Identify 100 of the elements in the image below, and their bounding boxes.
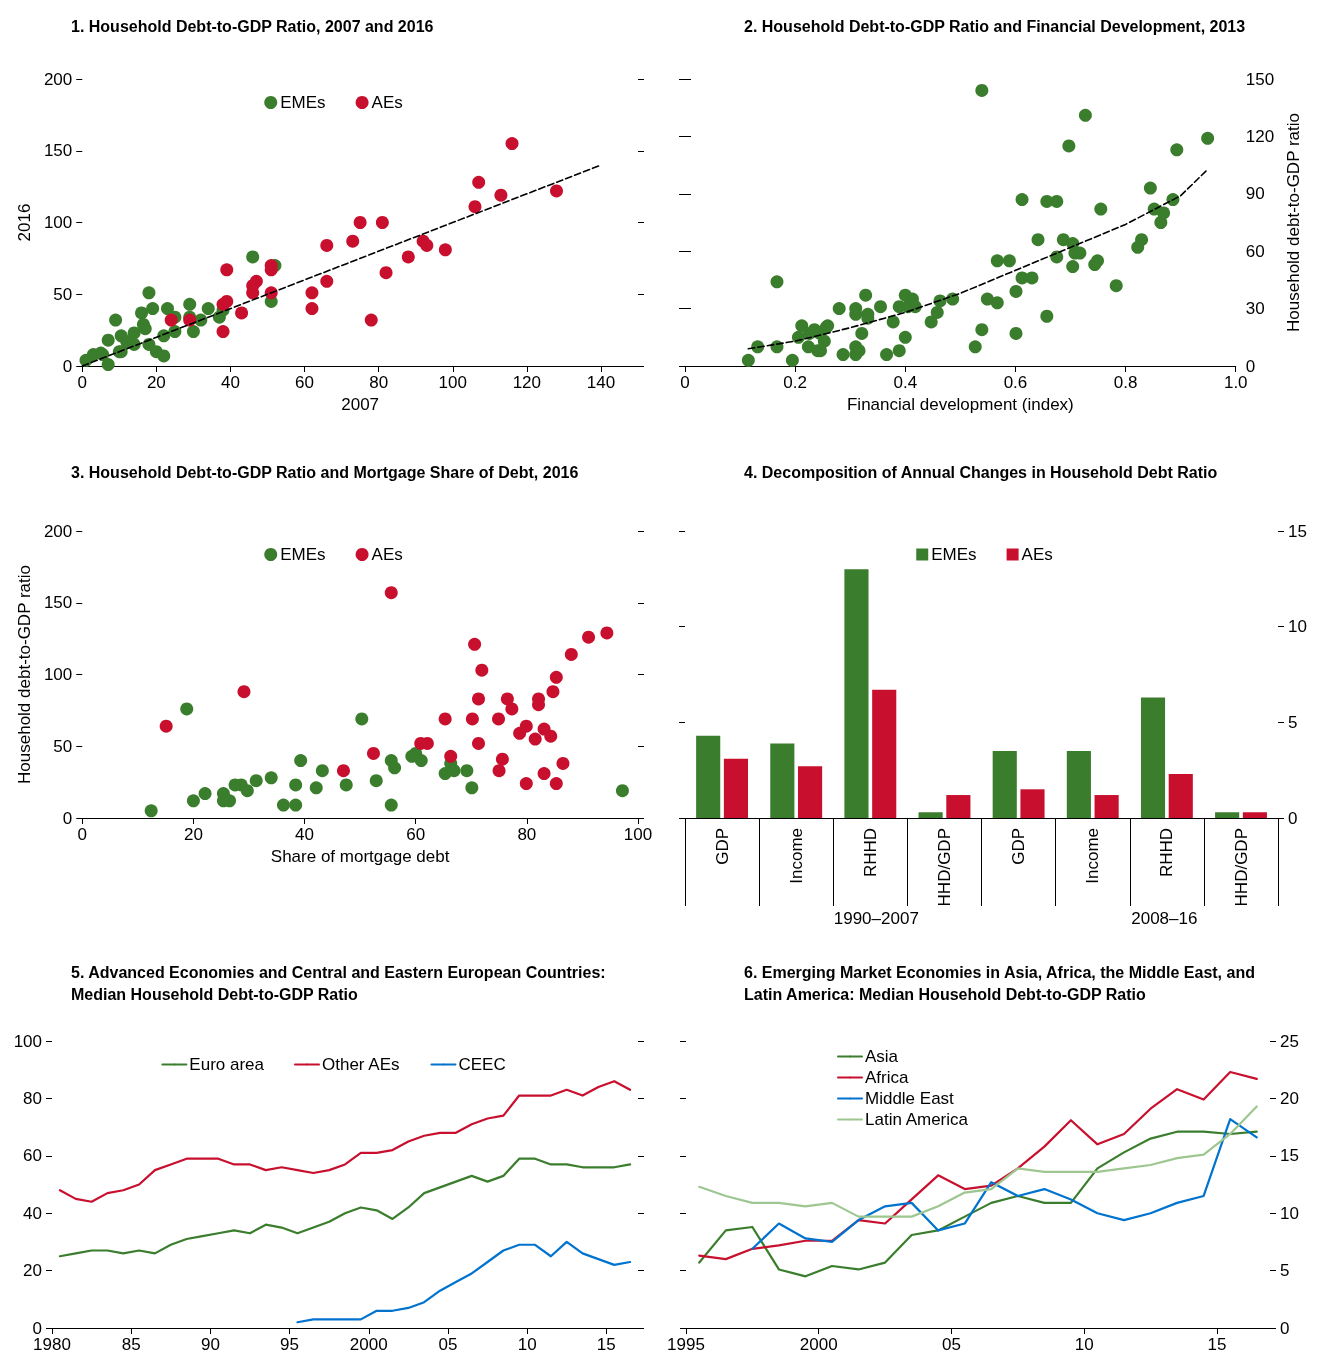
bar <box>946 795 971 818</box>
y-tick-label: 50 <box>53 736 73 756</box>
line-series <box>747 168 1209 350</box>
point <box>505 137 519 151</box>
point <box>366 746 380 760</box>
x-tick-label: 140 <box>586 373 616 392</box>
x-tick-label: 05 <box>438 1335 458 1354</box>
x-tick-label: 80 <box>517 825 537 844</box>
x-tick-label: 20 <box>183 825 203 844</box>
bar <box>696 735 721 818</box>
point <box>472 736 485 750</box>
point <box>101 358 115 372</box>
point <box>468 200 482 214</box>
point <box>320 274 334 288</box>
bar <box>798 766 823 818</box>
y-tick-label: 0 <box>62 356 73 376</box>
point <box>369 774 383 788</box>
legend-label: CEEC <box>458 1055 506 1074</box>
point <box>600 626 614 640</box>
y2-tick-label: 30 <box>1245 299 1265 319</box>
y-tick-label: 100 <box>43 213 73 232</box>
x-tick-label: 2000 <box>349 1335 388 1354</box>
point <box>492 764 506 778</box>
y-tick-label: 60 <box>23 1146 42 1166</box>
point <box>414 754 428 768</box>
point <box>346 234 360 248</box>
y2-tick-label: 150 <box>1245 69 1275 89</box>
legend-label: EMEs <box>931 545 977 564</box>
y2-axis-title: Household debt-to-GDP ratio <box>1284 113 1303 332</box>
y-tick-label: 100 <box>13 1031 42 1051</box>
point <box>438 243 452 257</box>
point <box>289 778 303 792</box>
y2-tick-label: 10 <box>1288 617 1308 637</box>
x-tick-label: 1980 <box>33 1335 71 1354</box>
legend-label: AEs <box>1021 545 1053 564</box>
bar <box>1066 751 1091 818</box>
chart-title: 1. Household Debt-to-GDP Ratio, 2007 and 2016 <box>71 17 434 35</box>
point <box>276 798 290 812</box>
point <box>294 754 308 768</box>
y2-tick-label: 0 <box>1288 808 1298 828</box>
y2-tick-label: 60 <box>1245 241 1265 261</box>
point <box>495 752 509 766</box>
text: 2008–16 <box>1131 909 1198 928</box>
y-tick-label: 0 <box>62 808 73 828</box>
point <box>186 794 200 808</box>
point <box>305 286 319 300</box>
x-tick-label: 80 <box>369 373 389 392</box>
point <box>492 712 506 726</box>
point <box>355 712 369 726</box>
point <box>564 647 578 661</box>
point <box>186 325 200 339</box>
y-tick-label: 40 <box>23 1203 42 1223</box>
bar <box>1094 795 1119 818</box>
point <box>519 777 533 791</box>
bar <box>1140 697 1166 818</box>
point <box>249 774 263 788</box>
x-tick-label: 10 <box>517 1335 537 1354</box>
bar <box>770 743 795 818</box>
point <box>142 286 156 300</box>
x-tick-label: Income <box>786 828 806 884</box>
point <box>180 702 194 716</box>
line-series <box>698 1130 1258 1278</box>
x-axis-title: Share of mortgage debt <box>270 847 450 866</box>
x-tick-label: 1.0 <box>1223 373 1248 392</box>
x-tick-label: 0.8 <box>1113 373 1138 392</box>
point <box>549 777 563 791</box>
x-tick-label: Income <box>1083 828 1103 884</box>
x-tick-label: 60 <box>295 373 315 392</box>
x-tick-label: 15 <box>596 1335 616 1354</box>
point <box>494 188 508 202</box>
point <box>549 670 563 684</box>
bar <box>1242 812 1267 818</box>
x-tick-label: 0.6 <box>1003 373 1028 392</box>
point <box>289 798 303 812</box>
point <box>160 302 174 316</box>
y2-tick-label: 5 <box>1288 712 1298 732</box>
y-tick-label: 100 <box>43 665 73 684</box>
y2-tick-label: 25 <box>1280 1031 1299 1051</box>
point <box>127 326 141 340</box>
x-tick-label: 15 <box>1207 1335 1227 1354</box>
y-tick-label: 200 <box>43 521 73 541</box>
point <box>237 685 251 699</box>
point <box>528 732 542 746</box>
x-axis-title: Financial development (index) <box>846 395 1074 414</box>
point <box>320 238 334 252</box>
x-tick-label: 0 <box>77 373 87 392</box>
legend-label: Other AEs <box>322 1055 400 1074</box>
x-axis-title: 2007 <box>341 395 380 414</box>
point <box>339 778 353 792</box>
point <box>144 804 158 818</box>
point <box>401 250 415 264</box>
bar <box>844 569 869 818</box>
bar <box>1215 812 1240 818</box>
y2-tick-label: 90 <box>1245 184 1265 204</box>
x-tick-label: 1995 <box>667 1335 705 1354</box>
x-tick-label: RHHD <box>860 828 880 878</box>
point <box>198 787 212 801</box>
point <box>135 306 149 320</box>
point <box>157 349 171 363</box>
point <box>315 764 329 778</box>
